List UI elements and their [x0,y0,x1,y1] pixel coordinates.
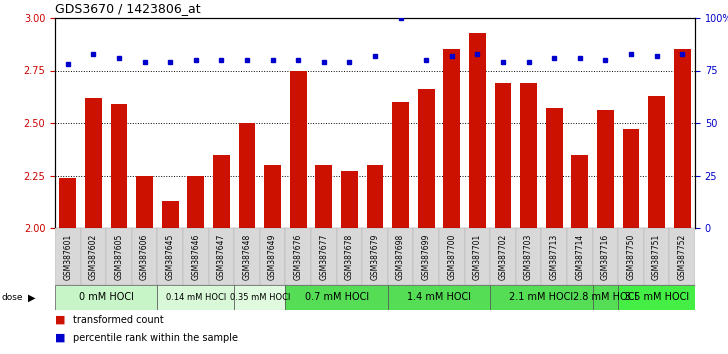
Text: GSM387713: GSM387713 [550,233,558,280]
Bar [260,228,285,285]
Bar [363,228,388,285]
Text: GSM387678: GSM387678 [345,233,354,280]
Text: GSM387700: GSM387700 [447,233,456,280]
Bar [490,285,593,310]
Bar [670,228,695,285]
Text: GSM387645: GSM387645 [166,233,175,280]
Bar [593,285,618,310]
Text: GDS3670 / 1423806_at: GDS3670 / 1423806_at [55,2,201,15]
Bar [341,171,357,228]
Bar [209,228,234,285]
Bar [188,176,204,228]
Bar [336,228,363,285]
Text: GSM387702: GSM387702 [499,233,507,280]
Text: GSM387606: GSM387606 [140,233,149,280]
Bar [388,285,490,310]
Bar [571,154,588,228]
Bar [567,228,593,285]
Bar [674,50,691,228]
Bar [439,228,464,285]
Bar [157,228,183,285]
Bar [81,228,106,285]
Text: GSM387679: GSM387679 [371,233,379,280]
Text: GSM387701: GSM387701 [473,233,482,280]
Bar [516,228,542,285]
Bar [648,96,665,228]
Bar [495,83,511,228]
Bar [414,228,439,285]
Text: ■: ■ [55,315,66,325]
Bar [618,285,695,310]
Text: GSM387605: GSM387605 [114,233,124,280]
Bar [311,228,336,285]
Bar [542,228,567,285]
Text: 2.1 mM HOCl: 2.1 mM HOCl [510,292,574,303]
Bar [157,285,234,310]
Text: GSM387601: GSM387601 [63,233,72,280]
Text: GSM387699: GSM387699 [422,233,431,280]
Bar [111,104,127,228]
Bar [85,98,102,228]
Bar [597,110,614,228]
Bar [55,228,81,285]
Bar [521,83,537,228]
Bar [239,123,256,228]
Text: GSM387676: GSM387676 [293,233,303,280]
Text: GSM387703: GSM387703 [524,233,533,280]
Text: transformed count: transformed count [74,315,164,325]
Text: 0 mM HOCl: 0 mM HOCl [79,292,134,303]
Bar [388,228,414,285]
Bar [60,178,76,228]
Text: 0.7 mM HOCl: 0.7 mM HOCl [304,292,368,303]
Bar [618,228,644,285]
Bar [136,176,153,228]
Text: GSM387602: GSM387602 [89,233,98,280]
Bar [490,228,516,285]
Bar [132,228,157,285]
Bar [162,201,178,228]
Text: GSM387649: GSM387649 [268,233,277,280]
Text: GSM387698: GSM387698 [396,233,405,280]
Text: GSM387716: GSM387716 [601,233,610,280]
Bar [234,228,260,285]
Bar [315,165,332,228]
Bar [264,165,281,228]
Bar [290,70,306,228]
Text: ■: ■ [55,333,66,343]
Bar [546,108,563,228]
Bar [443,50,460,228]
Bar [213,154,230,228]
Bar [183,228,209,285]
Text: GSM387751: GSM387751 [652,233,661,280]
Bar [392,102,409,228]
Bar [469,33,486,228]
Text: GSM387714: GSM387714 [575,233,585,280]
Text: GSM387648: GSM387648 [242,233,251,280]
Bar [285,228,311,285]
Text: 2.8 mM HOCl: 2.8 mM HOCl [574,292,638,303]
Bar [234,285,285,310]
Text: GSM387647: GSM387647 [217,233,226,280]
Bar [55,285,157,310]
Bar [593,228,618,285]
Bar [464,228,490,285]
Text: ▶: ▶ [28,292,35,303]
Text: 0.14 mM HOCl: 0.14 mM HOCl [166,293,226,302]
Text: GSM387677: GSM387677 [320,233,328,280]
Bar [644,228,670,285]
Bar [285,285,388,310]
Bar [106,228,132,285]
Bar [367,165,384,228]
Text: dose: dose [1,293,23,302]
Bar [418,90,435,228]
Text: 3.5 mM HOCl: 3.5 mM HOCl [625,292,689,303]
Text: percentile rank within the sample: percentile rank within the sample [74,333,238,343]
Text: GSM387752: GSM387752 [678,233,687,280]
Bar [622,129,639,228]
Text: GSM387646: GSM387646 [191,233,200,280]
Text: 0.35 mM HOCl: 0.35 mM HOCl [229,293,290,302]
Text: GSM387750: GSM387750 [627,233,636,280]
Text: 1.4 mM HOCl: 1.4 mM HOCl [407,292,471,303]
